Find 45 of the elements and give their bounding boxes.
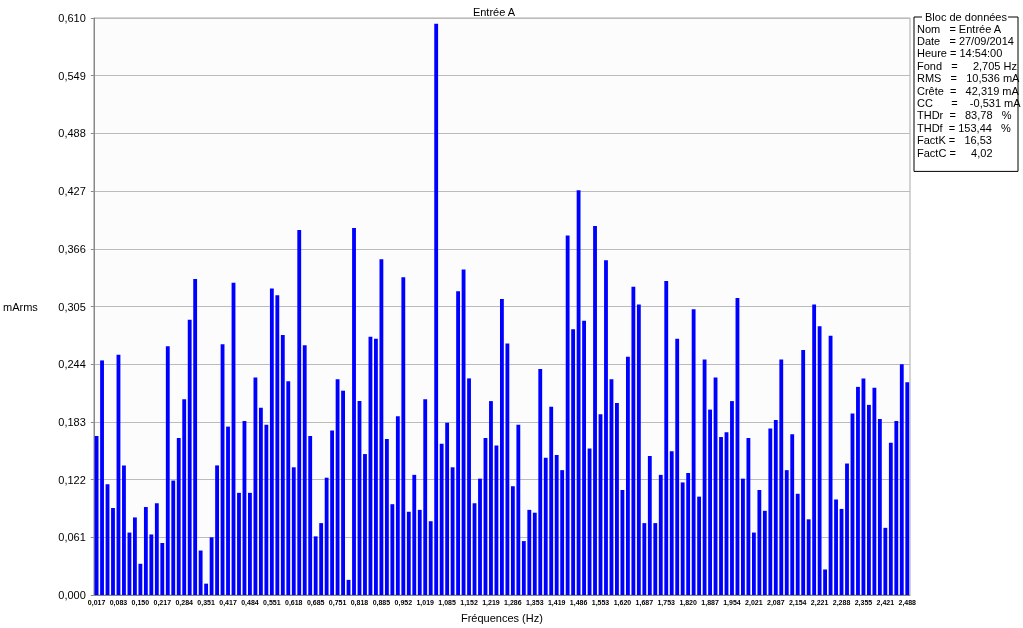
y-tick-label: 0,610 bbox=[58, 12, 86, 24]
bar bbox=[845, 463, 849, 595]
text: Bloc de données bbox=[925, 11, 1008, 23]
y-tick-label: 0,305 bbox=[58, 300, 86, 313]
y-tick-label: 0,366 bbox=[58, 242, 86, 255]
bar bbox=[489, 401, 493, 595]
text: THDr = 83,78 % bbox=[917, 109, 1012, 122]
bar bbox=[248, 492, 252, 595]
text: Fond = 2,705 Hz bbox=[917, 59, 1017, 72]
bar bbox=[122, 465, 126, 595]
y-tick-label: 0,000 bbox=[58, 589, 86, 601]
y-tick-label: 0,061 bbox=[58, 531, 86, 544]
text: Nom = Entrée A bbox=[917, 22, 1002, 35]
bar bbox=[352, 227, 356, 595]
bar bbox=[856, 386, 860, 595]
bar bbox=[100, 360, 104, 595]
chart-title: Entrée A bbox=[472, 5, 516, 18]
y-tick-label: 0,488 bbox=[58, 127, 86, 140]
y-tick-label: 0,122 bbox=[58, 473, 86, 486]
x-axis-title: Fréquences (Hz) bbox=[460, 611, 543, 624]
y-tick-label: 0,244 bbox=[58, 358, 86, 371]
bar bbox=[593, 226, 597, 595]
text: Heure = 14:54:00 bbox=[917, 47, 1003, 60]
y-tick-label: 0,549 bbox=[58, 69, 86, 82]
y-axis-title: mArms bbox=[3, 300, 39, 313]
y-tick-label: 0,183 bbox=[58, 415, 86, 428]
text: Date = 27/09/2014 bbox=[917, 34, 1014, 47]
y-tick-label: 0,427 bbox=[58, 185, 86, 198]
bar bbox=[237, 492, 241, 595]
bar bbox=[467, 378, 471, 595]
bar bbox=[834, 499, 838, 595]
bar bbox=[478, 478, 482, 595]
text: FactK = 16,53 bbox=[917, 134, 992, 147]
bar bbox=[363, 454, 367, 595]
bar bbox=[730, 401, 734, 595]
text: THDf = 153,44 % bbox=[917, 121, 1012, 134]
bar bbox=[719, 437, 723, 595]
text: CC = -0,531 mA bbox=[917, 96, 1022, 109]
bar bbox=[604, 260, 608, 595]
bar bbox=[226, 426, 230, 595]
text: RMS = 10,536 mA bbox=[917, 72, 1021, 85]
text: Crête = 42,319 mA bbox=[917, 84, 1020, 97]
bar bbox=[111, 507, 115, 595]
text: FactC = 4,02 bbox=[917, 146, 993, 159]
bar bbox=[615, 402, 619, 595]
